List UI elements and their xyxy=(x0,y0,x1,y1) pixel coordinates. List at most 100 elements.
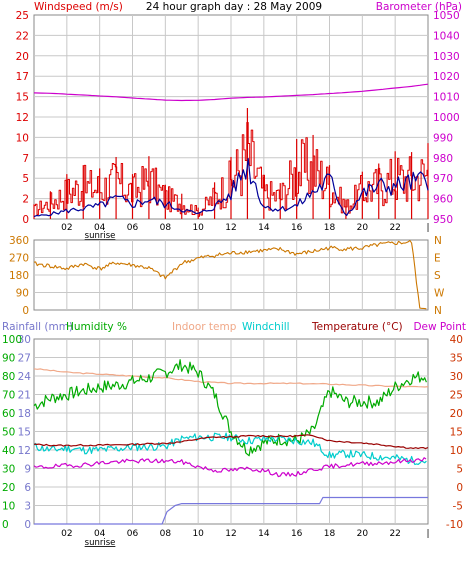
indoor-temp-line xyxy=(33,368,429,388)
panel1-xtick-10: 10 xyxy=(192,223,204,233)
humidity-tick-60: 60 xyxy=(2,408,15,420)
windspeed-tick-2: 2 xyxy=(22,194,29,206)
compass-label-2: S xyxy=(434,270,441,282)
panel1-xtick-04: 04 xyxy=(94,223,106,233)
humidity-tick-10: 10 xyxy=(2,501,15,513)
panel1-xtick-14: 14 xyxy=(258,223,270,233)
direction-tick-360: 360 xyxy=(9,235,29,247)
barometer-tick-960: 960 xyxy=(433,194,453,206)
compass-label-4: N xyxy=(434,305,442,317)
rain-tick-3: 3 xyxy=(24,501,31,513)
panel1-xtick-22: 22 xyxy=(389,223,400,233)
legend-rainfall: Rainfall (mm) xyxy=(2,321,73,333)
panel3-xtick-14: 14 xyxy=(258,529,270,539)
windspeed-tick-0: 0 xyxy=(22,214,29,226)
humidity-tick-50: 50 xyxy=(2,427,15,439)
humidity-tick-80: 80 xyxy=(2,371,15,383)
panel3-xtick-22: 22 xyxy=(389,529,400,539)
windspeed-tick-12: 12 xyxy=(16,112,29,124)
temperature-tick-20: 20 xyxy=(450,408,463,420)
humidity-tick-40: 40 xyxy=(2,445,15,457)
direction-tick-180: 180 xyxy=(9,270,29,282)
windspeed-tick-22: 22 xyxy=(16,30,29,42)
direction-tick-270: 270 xyxy=(9,253,29,265)
windspeed-tick-25: 25 xyxy=(16,10,29,22)
barometer-tick-1000: 1000 xyxy=(433,112,460,124)
barometer-line xyxy=(33,83,429,102)
windspeed-tick-10: 10 xyxy=(16,132,29,144)
sunrise-label-top: sunrise xyxy=(85,231,116,241)
panel1-xtick-06: 06 xyxy=(127,223,139,233)
panel1-xtick-20: 20 xyxy=(357,223,369,233)
legend-windchill: Windchill xyxy=(242,321,290,333)
windspeed-axis-title: Windspeed (m/s) xyxy=(34,1,123,13)
wind-average-line xyxy=(33,158,429,218)
panel1-xtick-12: 12 xyxy=(225,223,236,233)
rain-tick-24: 24 xyxy=(18,371,32,383)
panel3-xtick-18: 18 xyxy=(324,529,336,539)
temperature-tick-0: 0 xyxy=(456,482,463,494)
panel1-xtick-08: 08 xyxy=(160,223,172,233)
rain-tick-12: 12 xyxy=(18,445,31,457)
rain-tick-6: 6 xyxy=(24,482,31,494)
compass-label-3: W xyxy=(434,288,445,300)
panel1-xtick-18: 18 xyxy=(324,223,336,233)
humidity-tick-30: 30 xyxy=(2,464,15,476)
dew-point-line xyxy=(33,457,427,478)
humidity-tick-20: 20 xyxy=(2,482,15,494)
windspeed-tick-5: 5 xyxy=(22,173,29,185)
legend-indoor-temp: Indoor temp xyxy=(172,321,237,333)
windspeed-tick-17: 17 xyxy=(16,71,29,83)
chart-title: 24 hour graph day : 28 May 2009 xyxy=(146,1,322,13)
temperature-tick-35: 35 xyxy=(450,353,463,365)
panel3-xtick-end: | xyxy=(426,529,429,539)
barometer-tick-1020: 1020 xyxy=(433,71,460,83)
panel3-xtick-10: 10 xyxy=(192,529,204,539)
rain-tick-15: 15 xyxy=(18,427,31,439)
barometer-tick-1050: 1050 xyxy=(433,10,460,22)
rain-tick-27: 27 xyxy=(18,353,31,365)
temperature-tick-5: 5 xyxy=(456,464,463,476)
humidity-tick-100: 100 xyxy=(2,334,22,346)
temperature-tick--10: -10 xyxy=(446,519,463,531)
barometer-tick-970: 970 xyxy=(433,173,453,185)
panel3-xtick-12: 12 xyxy=(225,529,236,539)
panel3-xtick-08: 08 xyxy=(160,529,172,539)
windspeed-tick-20: 20 xyxy=(16,51,29,63)
windspeed-tick-7: 7 xyxy=(22,153,29,165)
humidity-tick-90: 90 xyxy=(2,353,15,365)
temperature-line xyxy=(33,434,429,450)
windchill-line xyxy=(33,432,427,466)
panel3-xtick-06: 06 xyxy=(127,529,139,539)
sunrise-label-bottom: sunrise xyxy=(85,538,116,548)
panel3-xtick-16: 16 xyxy=(291,529,303,539)
panel3-xtick-04: 04 xyxy=(94,529,106,539)
legend-temperature: Temperature (°C) xyxy=(311,321,403,333)
direction-tick-0: 0 xyxy=(22,305,29,317)
temperature-tick--5: -5 xyxy=(453,501,463,513)
temperature-tick-30: 30 xyxy=(450,371,463,383)
rain-tick-0: 0 xyxy=(24,519,31,531)
compass-label-1: E xyxy=(434,253,441,265)
rain-tick-30: 30 xyxy=(18,334,31,346)
panel1-xtick-02: 02 xyxy=(61,223,72,233)
rain-tick-21: 21 xyxy=(18,390,31,402)
panel1-xtick-16: 16 xyxy=(291,223,303,233)
temperature-tick-10: 10 xyxy=(450,445,463,457)
humidity-tick-70: 70 xyxy=(2,390,15,402)
rain-tick-9: 9 xyxy=(24,464,31,476)
legend-dew-point: Dew Point xyxy=(413,321,466,333)
compass-label-0: N xyxy=(434,235,442,247)
barometer-tick-990: 990 xyxy=(433,132,453,144)
barometer-tick-980: 980 xyxy=(433,153,453,165)
direction-tick-90: 90 xyxy=(16,288,29,300)
temperature-tick-25: 25 xyxy=(450,390,463,402)
barometer-tick-950: 950 xyxy=(433,214,453,226)
humidity-tick-0: 0 xyxy=(2,519,9,531)
temperature-tick-40: 40 xyxy=(450,334,463,346)
rain-tick-18: 18 xyxy=(18,408,31,420)
wind-direction-line xyxy=(33,239,427,310)
panel3-xtick-02: 02 xyxy=(61,529,72,539)
